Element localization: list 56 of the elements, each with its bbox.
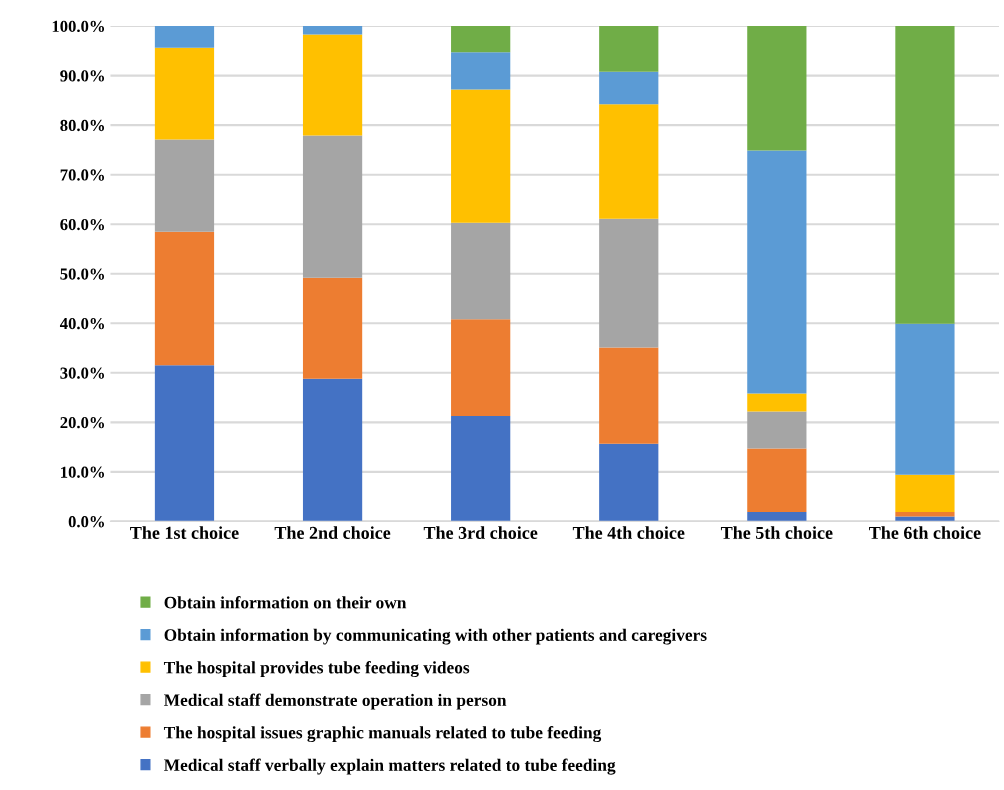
x-tick-label: The 3rd choice	[423, 526, 538, 539]
bar	[747, 448, 807, 512]
legend-label: The hospital provides tube feeding videos	[163, 661, 470, 678]
bar	[154, 26, 215, 48]
y-tick-label: 50.0%	[60, 268, 105, 280]
y-tick-label: 40.0%	[59, 317, 105, 330]
bar	[599, 104, 659, 219]
legend-label: Obtain information by communicating with other patients and caregivers	[164, 628, 707, 645]
bar	[154, 47, 215, 140]
x-tick-label: The 6th choice	[869, 526, 981, 539]
bar	[599, 218, 659, 348]
legend-label: Medical staff verbally explain matters related to tube feeding	[163, 758, 616, 775]
x-tick-label: The 5th choice	[720, 526, 833, 539]
y-tick-label: 80.0%	[60, 119, 105, 132]
y-tick-label: 0.0%	[68, 516, 105, 528]
bar	[599, 26, 659, 72]
bar	[895, 511, 955, 517]
bar	[302, 378, 363, 522]
bar	[451, 319, 511, 416]
x-tick-label: The 1st choice	[130, 526, 239, 539]
x-tick-label: The 4th choice	[572, 526, 685, 539]
bar	[451, 222, 511, 320]
bar	[599, 347, 659, 444]
bar	[154, 139, 215, 232]
bar	[747, 411, 807, 449]
bar	[895, 516, 955, 522]
legend-label: The hospital issues graphic manuals related to tube feeding	[163, 726, 602, 743]
bar	[451, 52, 511, 90]
legend-label: Obtain information on their own	[164, 596, 407, 609]
bar	[302, 34, 363, 136]
y-tick-label: 60.0%	[60, 218, 105, 231]
bar	[451, 89, 511, 223]
bar	[154, 231, 215, 366]
bar	[451, 26, 511, 53]
bar	[599, 71, 659, 105]
y-tick-label: 10.0%	[61, 466, 105, 478]
y-tick-label: 20.0%	[60, 417, 105, 429]
bar	[302, 277, 363, 379]
bar	[747, 26, 807, 151]
bar	[747, 393, 807, 412]
bar	[599, 443, 659, 522]
bar	[747, 511, 807, 522]
y-tick-label: 70.0%	[60, 169, 105, 181]
legend-label: Medical staff demonstrate operation in person	[163, 693, 507, 710]
bar	[451, 415, 511, 522]
x-tick-label: The 2nd choice	[274, 526, 391, 539]
bar	[302, 135, 363, 278]
bar	[302, 26, 363, 35]
bar	[895, 474, 955, 512]
y-tick-label: 30.0%	[60, 367, 105, 379]
bar	[895, 26, 955, 324]
bar	[895, 323, 955, 475]
y-tick-label: 100.0%	[52, 20, 105, 33]
bar	[747, 150, 807, 394]
bar	[154, 365, 215, 522]
y-tick-label: 90.0%	[60, 70, 105, 82]
